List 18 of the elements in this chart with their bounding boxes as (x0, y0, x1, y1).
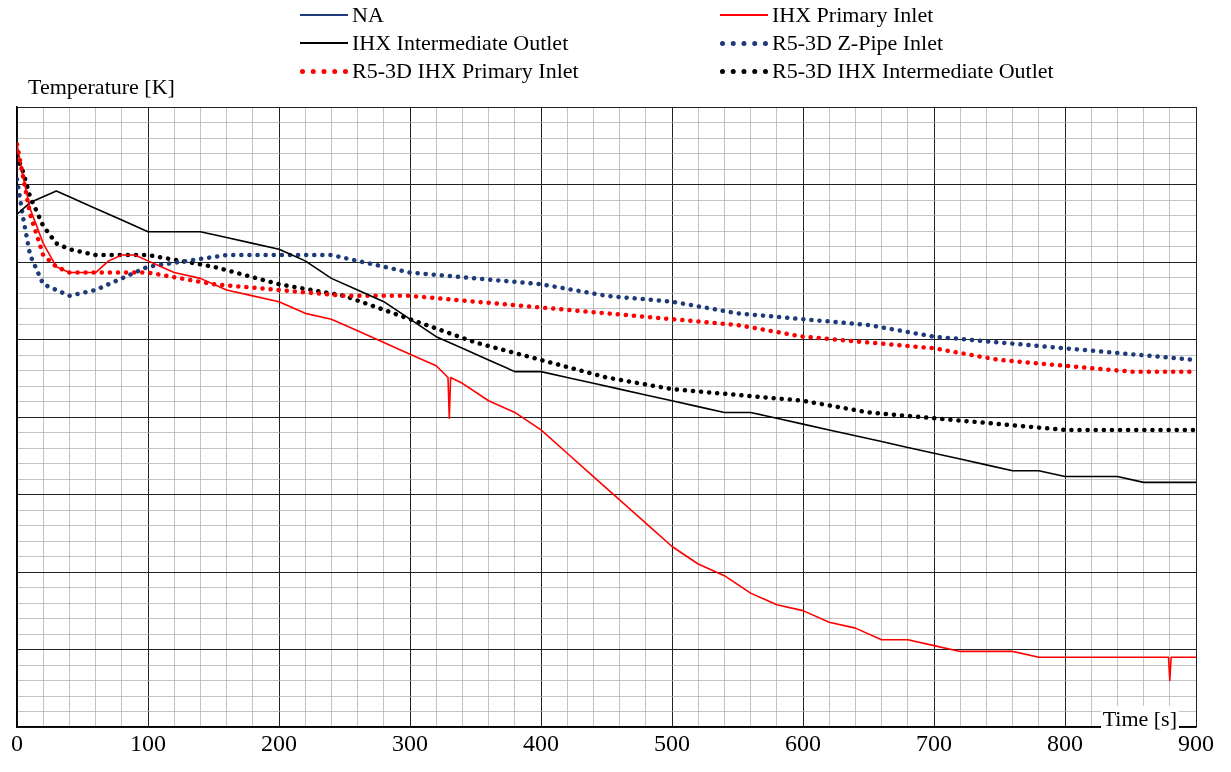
x-tick-label: 0 (11, 729, 23, 756)
x-tick-label: 100 (130, 729, 166, 756)
x-tick-label: 600 (785, 729, 821, 756)
y-axis-title: Temperature [K] (28, 74, 175, 100)
legend-label: R5-3D IHX Primary Inlet (352, 58, 579, 84)
legend-label: R5-3D IHX Intermediate Outlet (772, 58, 1054, 84)
x-tick-label: 800 (1047, 729, 1083, 756)
x-axis-title: Time [s] (1100, 706, 1179, 732)
x-tick-label: 500 (654, 729, 690, 756)
x-tick-label: 900 (1178, 729, 1214, 756)
x-tick-label: 700 (916, 729, 952, 756)
x-tick-label: 200 (261, 729, 297, 756)
x-tick-label: 300 (392, 729, 428, 756)
legend-label: NA (352, 2, 384, 28)
legend-label: IHX Intermediate Outlet (352, 30, 569, 56)
legend-label: IHX Primary Inlet (772, 2, 934, 28)
x-tick-label: 400 (523, 729, 559, 756)
legend-label: R5-3D Z-Pipe Inlet (772, 30, 944, 56)
